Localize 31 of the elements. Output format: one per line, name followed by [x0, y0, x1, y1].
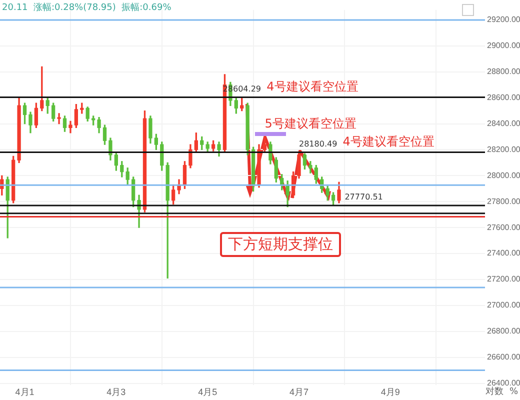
y-tick-label: 28600.00 [487, 93, 520, 102]
annotation: 下方短期支撑位 [220, 232, 341, 257]
y-tick-label: 28400.00 [487, 118, 520, 128]
y-tick-label: 26800.00 [487, 326, 520, 336]
y-tick-label: 29200.00 [487, 15, 520, 24]
x-tick-label: 4月1 [15, 387, 34, 398]
annotation: 28180.49 [299, 139, 338, 148]
x-tick-label: 4月3 [106, 387, 126, 398]
annotation: 20.11 涨幅:0.28%(78.95) 振幅:0.69% [2, 2, 172, 14]
y-tick-label: 28200.00 [487, 144, 520, 154]
x-tick-label: 4月7 [289, 387, 309, 398]
y-tick-label: 27600.00 [487, 222, 520, 232]
candlestick [57, 113, 61, 124]
text: % [509, 387, 518, 397]
annotation: 4号建议看空位置 [266, 79, 358, 94]
x-tick-label: 4月9 [380, 387, 400, 398]
y-tick-label: 28000.00 [487, 170, 520, 180]
y-tick-label: 28800.00 [487, 67, 520, 76]
y-tick-label: 26600.00 [487, 352, 520, 362]
y-tick-label: 29000.00 [487, 41, 520, 50]
x-tick-label: 4月5 [198, 387, 218, 398]
candlestick [308, 161, 312, 174]
y-tick-label: 27200.00 [487, 274, 520, 284]
y-tick-label: 27400.00 [487, 248, 520, 258]
y-tick-label: 26400.00 [487, 378, 520, 388]
annotation: 4号建议看空位置 [342, 134, 434, 148]
annotation: 27770.51 [344, 192, 383, 202]
y-tick-label: 27800.00 [487, 196, 520, 206]
y-tick-label: 27000.00 [487, 300, 520, 310]
text: 对数 [485, 387, 504, 397]
annotation: 5号建议看空位置 [264, 116, 356, 130]
